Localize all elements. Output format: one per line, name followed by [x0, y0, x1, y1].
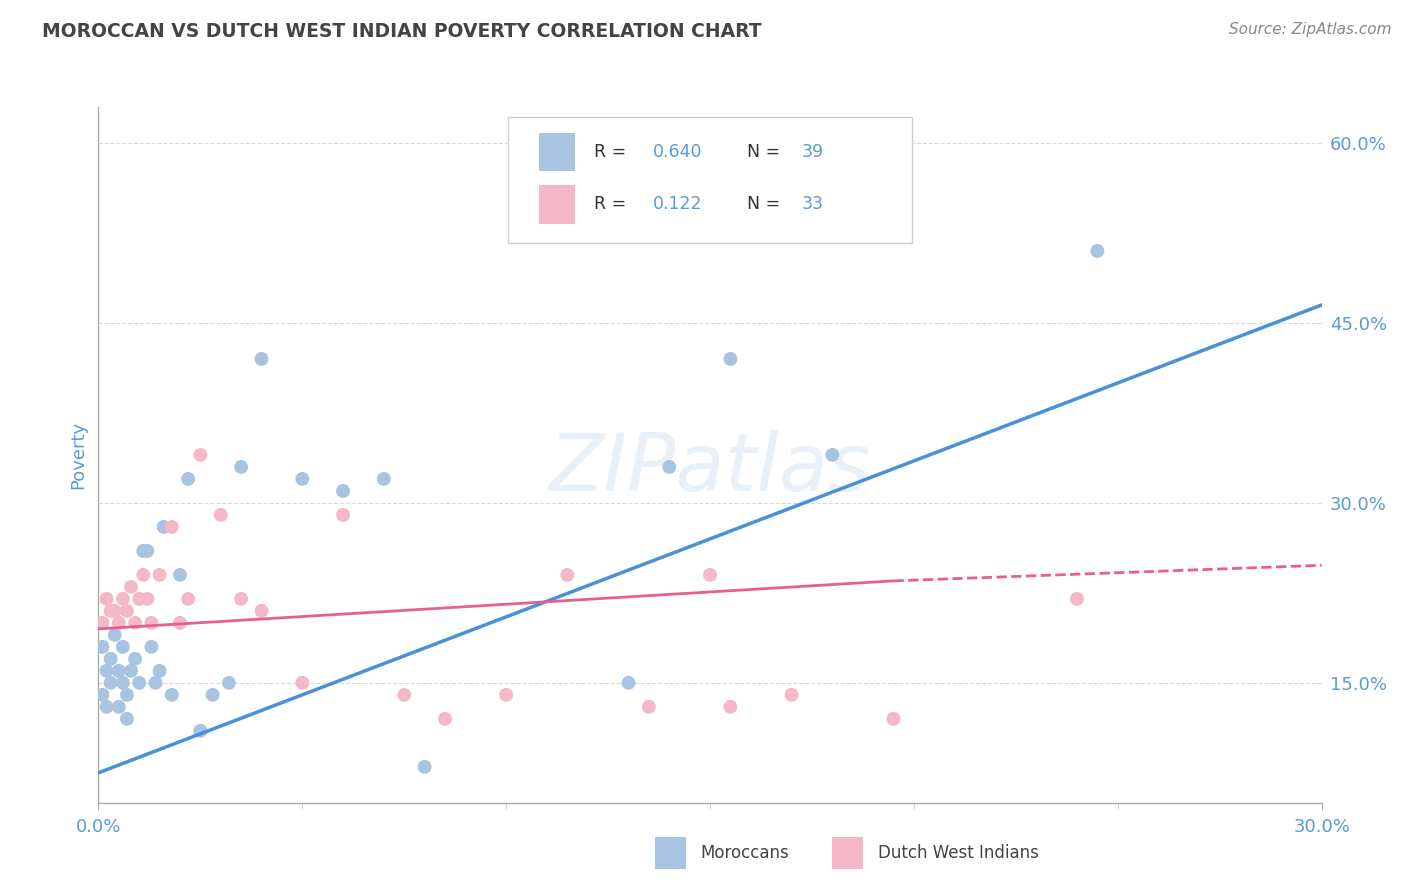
- Point: [108, 615, 131, 630]
- Point: [115, 604, 138, 618]
- Point: [250, 351, 273, 366]
- Point: [169, 567, 191, 582]
- Point: [100, 604, 122, 618]
- Point: [100, 652, 122, 666]
- Point: [132, 544, 155, 558]
- Bar: [655, 838, 686, 869]
- Point: [177, 591, 200, 606]
- Point: [149, 567, 172, 582]
- Point: [128, 676, 150, 690]
- Point: [557, 567, 579, 582]
- Point: [291, 472, 314, 486]
- Point: [720, 351, 742, 366]
- Point: [124, 652, 146, 666]
- Bar: [538, 133, 575, 171]
- Point: [96, 699, 118, 714]
- Point: [132, 567, 155, 582]
- Point: [231, 459, 253, 474]
- Point: [149, 664, 172, 678]
- Point: [177, 472, 200, 486]
- Bar: [538, 186, 575, 224]
- Point: [91, 640, 114, 654]
- Point: [96, 591, 118, 606]
- Bar: [832, 838, 863, 869]
- Point: [617, 676, 640, 690]
- Point: [91, 615, 114, 630]
- Text: Moroccans: Moroccans: [700, 844, 789, 862]
- Point: [188, 448, 212, 462]
- Point: [231, 591, 253, 606]
- Point: [100, 676, 122, 690]
- Point: [188, 723, 212, 738]
- Text: R =: R =: [593, 144, 631, 161]
- Point: [111, 640, 134, 654]
- Text: Dutch West Indians: Dutch West Indians: [877, 844, 1039, 862]
- Text: MOROCCAN VS DUTCH WEST INDIAN POVERTY CORRELATION CHART: MOROCCAN VS DUTCH WEST INDIAN POVERTY CO…: [42, 22, 762, 41]
- Point: [111, 676, 134, 690]
- Point: [720, 699, 742, 714]
- Point: [373, 472, 395, 486]
- Point: [91, 688, 114, 702]
- Point: [250, 604, 273, 618]
- Text: ZIPatlas: ZIPatlas: [548, 430, 872, 508]
- Point: [209, 508, 232, 522]
- Point: [332, 483, 354, 498]
- Point: [120, 580, 142, 594]
- Point: [160, 520, 183, 534]
- Point: [108, 699, 131, 714]
- Point: [108, 664, 131, 678]
- Point: [291, 676, 314, 690]
- Point: [111, 591, 134, 606]
- Point: [115, 688, 138, 702]
- Point: [169, 615, 191, 630]
- Point: [136, 544, 159, 558]
- Point: [821, 448, 844, 462]
- Text: Source: ZipAtlas.com: Source: ZipAtlas.com: [1229, 22, 1392, 37]
- Point: [638, 699, 661, 714]
- FancyBboxPatch shape: [508, 118, 912, 243]
- Point: [413, 760, 436, 774]
- Point: [883, 712, 905, 726]
- Point: [160, 688, 183, 702]
- Point: [120, 664, 142, 678]
- Point: [128, 591, 150, 606]
- Point: [124, 615, 146, 630]
- Text: R =: R =: [593, 195, 637, 213]
- Point: [201, 688, 224, 702]
- Point: [332, 508, 354, 522]
- Text: 0.122: 0.122: [652, 195, 702, 213]
- Text: N =: N =: [747, 144, 786, 161]
- Point: [699, 567, 721, 582]
- Point: [218, 676, 240, 690]
- Point: [434, 712, 457, 726]
- Point: [104, 628, 127, 642]
- Point: [96, 664, 118, 678]
- Point: [136, 591, 159, 606]
- Y-axis label: Poverty: Poverty: [69, 421, 87, 489]
- Point: [141, 615, 163, 630]
- Text: 39: 39: [801, 144, 824, 161]
- Point: [115, 712, 138, 726]
- Point: [145, 676, 167, 690]
- Point: [780, 688, 803, 702]
- Text: N =: N =: [747, 195, 786, 213]
- Point: [658, 459, 681, 474]
- Point: [104, 604, 127, 618]
- Point: [152, 520, 174, 534]
- Point: [495, 688, 517, 702]
- Point: [141, 640, 163, 654]
- Text: 0.640: 0.640: [652, 144, 702, 161]
- Text: 33: 33: [801, 195, 824, 213]
- Point: [1085, 244, 1108, 258]
- Point: [392, 688, 416, 702]
- Point: [1066, 591, 1088, 606]
